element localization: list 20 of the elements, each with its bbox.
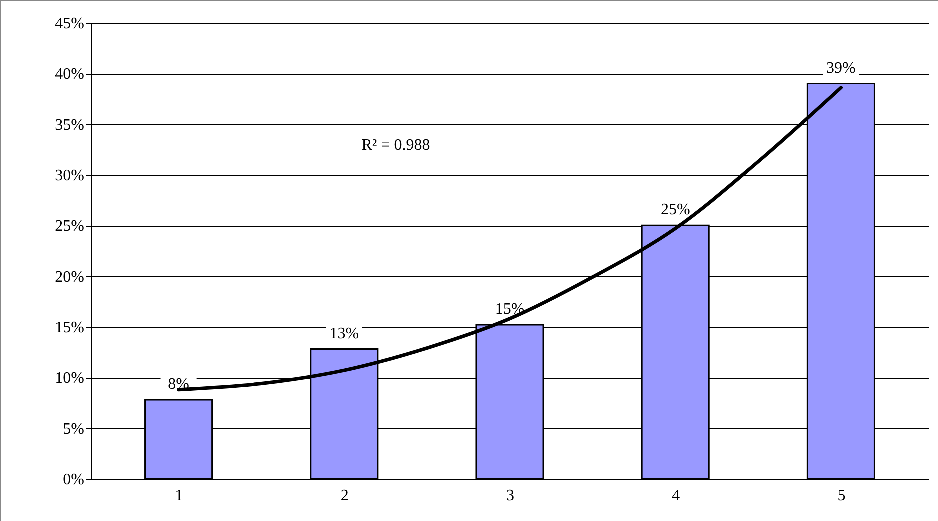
y-tick-label: 5% [63, 420, 84, 438]
x-tick-label: 1 [175, 488, 184, 504]
x-tick-label: 3 [506, 488, 514, 504]
y-tick-label: 30% [55, 168, 84, 184]
data-label: 8% [168, 376, 190, 393]
x-tick-label: 2 [340, 488, 349, 504]
y-tick-label: 10% [55, 370, 84, 388]
data-label: 25% [660, 202, 690, 219]
annotation: R² = 0.988 [362, 137, 430, 154]
data-label: 39% [826, 60, 856, 77]
y-tick-label: 25% [55, 218, 84, 236]
x-tick-label: 4 [672, 488, 680, 504]
y-tick-label: 20% [55, 268, 84, 286]
y-tick-label: 15% [55, 320, 84, 336]
y-tick-label: 0% [63, 472, 84, 488]
y-tick-label: 35% [55, 116, 84, 134]
y-tick-label: 40% [55, 66, 84, 84]
y-tick-label: 45% [55, 16, 84, 32]
data-label: 13% [330, 325, 360, 342]
x-tick-label: 5 [838, 488, 846, 504]
